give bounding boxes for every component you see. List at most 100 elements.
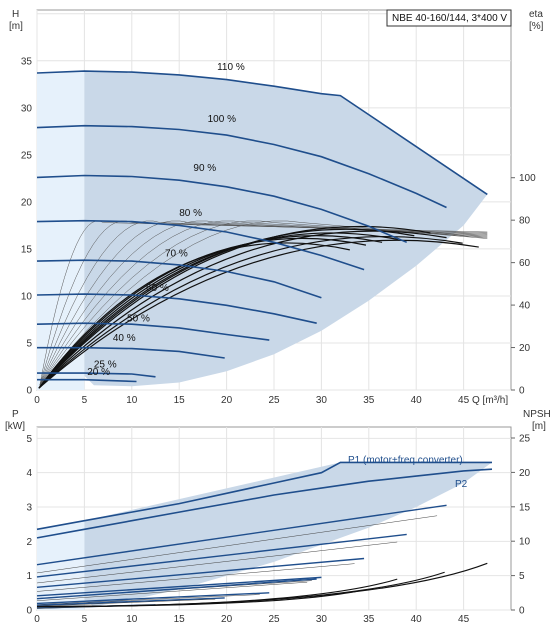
eta-curve: [38, 235, 463, 389]
speed-curve: [36, 219, 365, 271]
head-operating-area: [37, 71, 488, 390]
power-x-tick-label: 10: [126, 614, 138, 624]
power-y-left-tick-label: 0: [26, 606, 32, 617]
power-curves: [36, 461, 493, 609]
y-left-tick-label: 15: [21, 244, 33, 255]
y-left-tick-label: 30: [21, 103, 33, 114]
x-tick-label: 30: [316, 395, 328, 406]
efficiency-curve: [39, 220, 488, 386]
speed-power-curve-thin: [36, 598, 216, 607]
power-x-tick-label: 15: [174, 614, 186, 624]
speed-curve: [36, 174, 408, 244]
power-y-left-unit: [kW]: [5, 421, 25, 432]
power-y-right-tick-label: 20: [519, 468, 531, 479]
power-y-right-tick-label: 10: [519, 537, 531, 548]
power-y-right-unit: [m]: [532, 421, 546, 432]
speed-label: 110 %: [217, 62, 245, 73]
speed-label: 60 %: [146, 283, 169, 294]
speed-power-curve: [36, 533, 407, 578]
speed-label: 70 %: [165, 248, 188, 259]
npsh-curve: [36, 562, 488, 608]
y-right-tick-label: 80: [519, 216, 531, 227]
power-y-right-tick-label: 5: [519, 571, 525, 582]
speed-power-curve-thin: [36, 581, 308, 601]
efficiency-curve: [39, 220, 488, 386]
speed-power-curve: [36, 576, 322, 597]
speed-curve: [36, 293, 317, 324]
power-y-left-label: P: [12, 409, 19, 420]
y-left-tick-label: 35: [21, 56, 33, 67]
speed-curve: [37, 372, 156, 378]
head-efficiency-curves: [38, 220, 488, 389]
power-low-flow-region: [37, 520, 85, 610]
y-left-tick-label: 10: [21, 291, 33, 302]
power-y-right-tick-label: 15: [519, 502, 531, 513]
speed-label: 20 %: [87, 367, 110, 378]
x-tick-label: 0: [34, 395, 40, 406]
y-right-tick-label: 20: [519, 343, 531, 354]
efficiency-curve: [39, 220, 488, 386]
power-y-left-tick-label: 2: [26, 537, 32, 548]
head-speed-curves: [36, 70, 488, 383]
y-left-tick-label: 5: [26, 338, 32, 349]
eta-curve: [38, 235, 383, 389]
power-x-tick-label: 0: [34, 614, 40, 624]
y-right-unit: [%]: [529, 21, 544, 32]
y-left-tick-label: 25: [21, 150, 33, 161]
eta-curve: [38, 237, 367, 389]
speed-label: 50 %: [127, 313, 150, 324]
p2-curve: [36, 468, 493, 539]
power-y-right-tick-label: 0: [519, 606, 525, 617]
speed-label: 80 %: [179, 208, 202, 219]
speed-curve: [36, 124, 447, 209]
y-right-label: eta: [529, 9, 543, 20]
efficiency-curve: [39, 220, 488, 386]
operating-area: [84, 71, 488, 387]
y-left-unit: [m]: [9, 21, 23, 32]
eta-curve: [38, 228, 415, 389]
power-y-left-tick-label: 4: [26, 468, 32, 479]
y-left-tick-label: 0: [26, 386, 32, 397]
power-x-tick-label: 30: [316, 614, 328, 624]
speed-curve: [37, 378, 137, 383]
y-right-tick-label: 60: [519, 258, 531, 269]
speed-curve: [36, 70, 488, 196]
p1-curve: [36, 461, 492, 531]
speed-power-curve-thin: [36, 563, 355, 592]
speed-label: 90 %: [193, 163, 216, 174]
power-x-tick-label: 5: [82, 614, 88, 624]
power-y-right-tick-label: 25: [519, 434, 531, 445]
power-x-tick-label: 35: [363, 614, 375, 624]
speed-power-curve: [36, 578, 317, 600]
x-tick-label: 40: [411, 395, 423, 406]
speed-label: 25 %: [94, 359, 117, 370]
p1-label: P1 (motor+freq.converter): [348, 455, 463, 466]
power-y-left-tick-label: 3: [26, 502, 32, 513]
speed-curve: [37, 346, 225, 359]
chart-title-box: [386, 9, 512, 27]
p2-label: P2: [455, 479, 468, 490]
x-tick-label: 45: [458, 395, 470, 406]
speed-curve: [36, 322, 270, 341]
speed-label: 40 %: [113, 333, 136, 344]
speed-power-curve-thin: [36, 594, 260, 605]
power-x-tick-label: 45: [458, 614, 470, 624]
x-tick-label: 5: [82, 395, 88, 406]
speed-curve: [36, 259, 322, 299]
speed-power-curve: [36, 504, 447, 566]
y-right-tick-label: 100: [519, 173, 536, 184]
low-flow-area: [37, 71, 85, 390]
power-operating-area: [37, 462, 493, 610]
eta-curve: [38, 225, 431, 389]
x-tick-label: 35: [363, 395, 375, 406]
speed-label: 100 %: [208, 114, 236, 125]
power-operating-region: [84, 462, 493, 607]
speed-power-curve-thin: [36, 541, 398, 584]
y-left-label: H: [12, 9, 19, 20]
head-speed-labels: 110 % 100 % 90 % 80 % 70 % 60 % 50 % 40 % 25 %20…: [87, 62, 245, 378]
speed-power-curve-thin: [36, 515, 438, 574]
x-tick-label: 15: [174, 395, 186, 406]
speed-power-curve: [36, 557, 365, 589]
x-tick-label: 25: [268, 395, 280, 406]
x-tick-label: 20: [221, 395, 233, 406]
